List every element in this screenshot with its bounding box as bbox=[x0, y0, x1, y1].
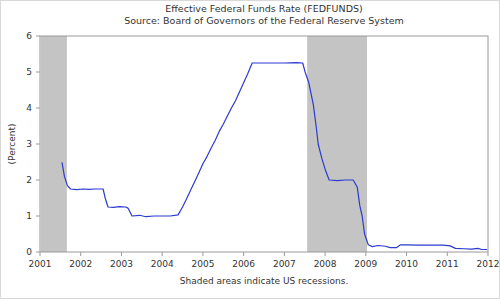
x-tick bbox=[284, 252, 285, 256]
x-tick bbox=[80, 252, 81, 256]
plot-frame bbox=[40, 36, 488, 252]
y-tick bbox=[36, 216, 40, 217]
x-tick bbox=[243, 252, 244, 256]
x-tick-label: 2008 bbox=[314, 259, 337, 269]
x-tick-label: 2002 bbox=[69, 259, 92, 269]
x-tick-label: 2010 bbox=[395, 259, 418, 269]
y-tick bbox=[36, 108, 40, 109]
background bbox=[1, 1, 500, 299]
y-tick-label: 6 bbox=[26, 31, 32, 41]
x-tick-label: 2001 bbox=[29, 259, 52, 269]
x-tick bbox=[121, 252, 122, 256]
y-tick-label: 2 bbox=[26, 175, 32, 185]
x-tick-label: 2011 bbox=[436, 259, 459, 269]
y-tick-label: 0 bbox=[26, 247, 32, 257]
recession-band bbox=[307, 36, 367, 252]
y-tick-label: 4 bbox=[26, 103, 32, 113]
x-tick bbox=[40, 252, 41, 256]
x-tick bbox=[447, 252, 448, 256]
y-tick bbox=[36, 36, 40, 37]
y-tick-label: 1 bbox=[26, 211, 32, 221]
x-tick-label: 2006 bbox=[232, 259, 255, 269]
y-tick-label: 3 bbox=[26, 139, 32, 149]
y-tick-label: 5 bbox=[26, 67, 32, 77]
plot-area bbox=[40, 36, 488, 252]
subtitle: Source: Board of Governors of the Federa… bbox=[124, 15, 404, 26]
x-tick-label: 2004 bbox=[151, 259, 174, 269]
x-tick-label: 2007 bbox=[273, 259, 296, 269]
x-tick-label: 2012 bbox=[477, 259, 500, 269]
y-tick bbox=[36, 180, 40, 181]
title: Effective Federal Funds Rate (FEDFUNDS) bbox=[165, 3, 362, 14]
x-tick bbox=[365, 252, 366, 256]
y-tick bbox=[36, 144, 40, 145]
x-tick bbox=[488, 252, 489, 256]
x-tick-label: 2003 bbox=[110, 259, 133, 269]
recession-band bbox=[41, 36, 67, 252]
y-tick bbox=[36, 72, 40, 73]
x-tick bbox=[406, 252, 407, 256]
page: {"chart_data": { "type": "line", "title"… bbox=[0, 0, 500, 299]
series-line bbox=[62, 63, 487, 250]
x-tick-label: 2005 bbox=[191, 259, 214, 269]
y-axis-label: (Percent) bbox=[7, 124, 17, 165]
x-tick-label: 2009 bbox=[354, 259, 377, 269]
chart: 0 1 2 3 4 5 6 2001 2002 2003 2004 2005 2006 2007 2008 2… bbox=[0, 0, 500, 299]
footnote: Shaded areas indicate US recessions. bbox=[180, 276, 349, 286]
plot-marks bbox=[41, 36, 487, 252]
x-tick bbox=[202, 252, 203, 256]
x-tick bbox=[162, 252, 163, 256]
x-tick bbox=[325, 252, 326, 256]
y-tick bbox=[36, 252, 40, 253]
